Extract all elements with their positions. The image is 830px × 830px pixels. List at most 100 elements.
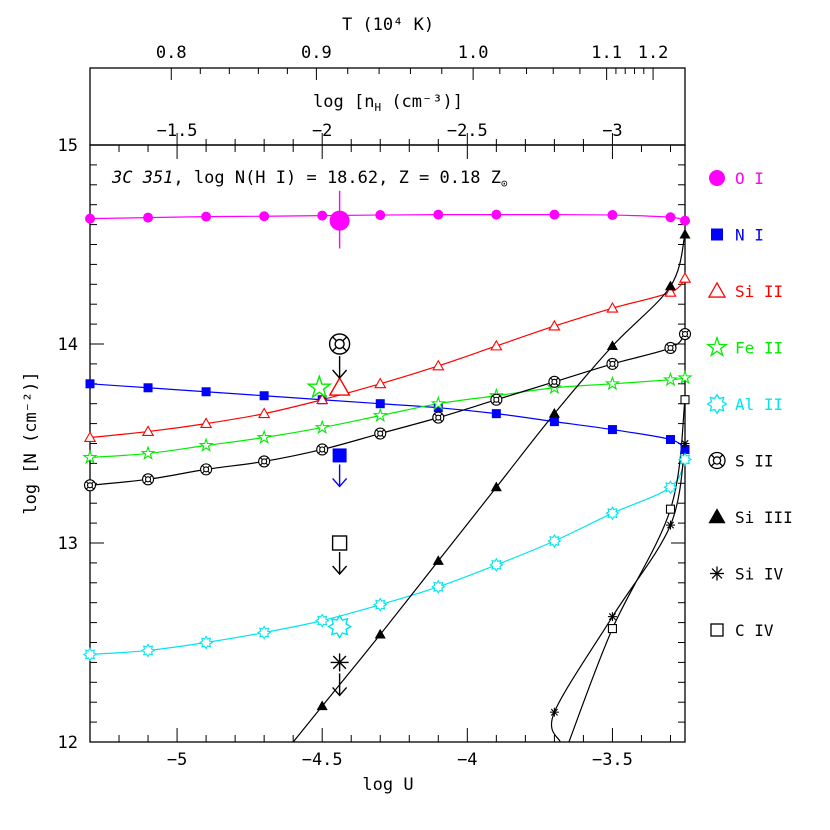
density-tick-label: −1.5: [157, 121, 198, 141]
marker-SII: [664, 341, 677, 355]
marker-NI: [259, 391, 269, 401]
observation-SiIV: [330, 653, 349, 672]
marker-CIV: [680, 395, 690, 405]
observation-CIV: [331, 535, 348, 551]
legend-entry-SiIV: Si IV: [710, 565, 784, 584]
marker-OI: [549, 209, 560, 220]
marker-SiII: [664, 285, 677, 297]
marker-SiII: [258, 407, 271, 419]
marker-FeII: [198, 437, 214, 453]
temperature-tick-label: 0.9: [301, 43, 332, 63]
density-label-suffix: (cm⁻³)]: [381, 92, 463, 112]
density-tick-label: −2: [312, 121, 332, 141]
marker-CIV: [607, 624, 617, 634]
model-curves: [90, 214, 685, 742]
marker-SiIII: [490, 481, 502, 492]
legend-entry-NI: N I: [711, 226, 764, 245]
x-axis-label: log U: [362, 775, 413, 795]
marker-OI: [201, 211, 212, 222]
marker-SII: [490, 393, 503, 406]
density-tick-label: −2.5: [447, 121, 488, 141]
observation-SII: [328, 333, 351, 355]
marker-SiII: [678, 272, 692, 283]
legend-label-NI: N I: [735, 226, 764, 245]
curve-SII: [90, 333, 685, 486]
marker-OI: [85, 213, 95, 224]
marker-SiII: [83, 431, 97, 442]
marker-NI: [607, 425, 617, 435]
marker-AlII: [605, 506, 620, 521]
marker-SiIV: [665, 520, 675, 530]
observation-OI: [329, 210, 350, 231]
marker-FeII: [662, 371, 679, 387]
temperature-tick-label: 1.0: [458, 43, 489, 63]
legend: O I N I Si II Fe II Al II S II Si III Si IV C IV: [705, 169, 793, 640]
top-density-label: log [nH (cm⁻³)]: [313, 92, 463, 114]
marker-AlII: [257, 625, 272, 640]
axis-tick-labels: −5 −4.5 −4 −3.5 12 13 14 15 −1.5 −2 −2.5 −3 0.8 0.9 1.…: [58, 43, 669, 770]
marker-SII: [678, 327, 692, 341]
y-tick-label: 15: [58, 136, 78, 156]
marker-NI: [201, 387, 211, 397]
legend-marker-CIV: [710, 623, 724, 637]
marker-SiIII: [316, 700, 328, 711]
chart-title: 3C 351, log N(H I) = 18.62, Z = 0.18 Z⊙: [111, 168, 508, 190]
legend-entry-SII: S II: [708, 452, 774, 471]
marker-SiIII: [432, 555, 444, 565]
marker-AlII: [489, 557, 504, 573]
marker-AlII: [315, 613, 330, 628]
marker-SiII: [374, 377, 387, 389]
legend-label-SiIV: Si IV: [735, 565, 784, 584]
upper-limit-arrow-CIV: [332, 552, 348, 576]
legend-label-SiII: Si II: [735, 282, 783, 301]
marker-AlII: [547, 533, 562, 549]
legend-entry-AlII: Al II: [706, 393, 783, 415]
marker-NI: [549, 417, 559, 427]
legend-entry-OI: O I: [709, 169, 764, 188]
model-markers: [82, 209, 693, 717]
main-plot-frame: [89, 144, 686, 743]
marker-SiII: [432, 359, 445, 371]
marker-SiIV: [607, 612, 617, 622]
curve-SiIV: [550, 443, 685, 742]
upper-limit-arrow-SiIV: [332, 673, 348, 697]
chart-title-rest: , log N(H I) = 18.62, Z = 0.18 Z: [173, 168, 501, 188]
marker-SII: [432, 411, 445, 424]
marker-SiII: [141, 425, 155, 436]
marker-SII: [374, 427, 387, 440]
upper-limit-arrow-NI: [332, 464, 348, 488]
marker-SII: [258, 455, 271, 468]
curve-OI: [90, 214, 685, 222]
legend-label-OI: O I: [735, 169, 764, 188]
marker-AlII: [663, 480, 678, 495]
temperature-tick-label: 1.2: [638, 43, 669, 63]
marker-SiII: [316, 393, 329, 405]
observation-SiII: [328, 376, 351, 396]
marker-AlII: [373, 597, 388, 612]
marker-SiIII: [664, 280, 677, 291]
y-tick-label: 13: [58, 534, 78, 554]
legend-marker-SiII: [707, 281, 727, 298]
y-tick-label: 12: [58, 733, 78, 753]
marker-OI: [433, 209, 444, 220]
marker-SiII: [548, 319, 561, 331]
legend-marker-AlII: [706, 393, 728, 415]
curve-SiIII: [292, 234, 685, 742]
marker-NI: [433, 403, 443, 413]
legend-marker-SiIV: [710, 566, 724, 581]
marker-SiIII: [548, 407, 560, 418]
marker-OI: [665, 212, 676, 223]
x-tick-label: −3.5: [592, 750, 633, 770]
legend-marker-FeII: [705, 335, 729, 358]
observations: [306, 190, 352, 697]
legend-entry-FeII: Fe II: [705, 335, 783, 358]
marker-FeII: [256, 429, 272, 445]
marker-OI: [491, 209, 502, 220]
marker-SII: [316, 443, 329, 456]
marker-FeII: [604, 375, 621, 391]
marker-SII: [141, 473, 155, 486]
legend-entry-SiII: Si II: [707, 281, 783, 301]
marker-SII: [200, 463, 213, 476]
top-temperature-label: T (10⁴ K): [342, 15, 434, 35]
